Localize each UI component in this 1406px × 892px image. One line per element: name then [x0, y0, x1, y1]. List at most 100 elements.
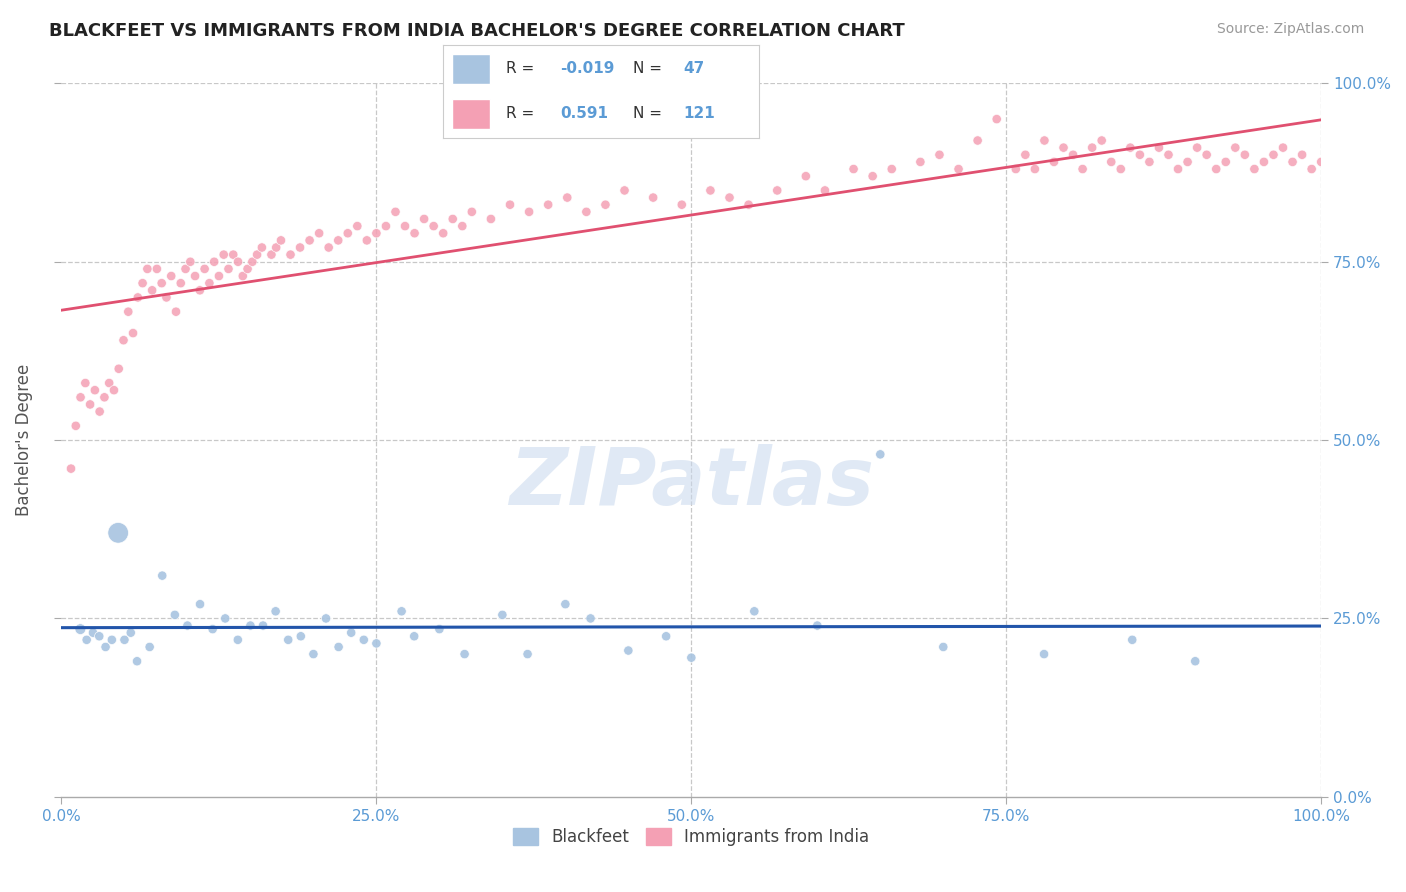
- Point: [555, 190, 578, 204]
- Y-axis label: Bachelor's Degree: Bachelor's Degree: [15, 364, 32, 516]
- Point: [94, 640, 117, 654]
- Point: [391, 604, 413, 618]
- Point: [69, 390, 91, 404]
- Point: [1121, 632, 1143, 647]
- Text: 47: 47: [683, 62, 704, 77]
- Point: [1099, 155, 1122, 169]
- Point: [76, 632, 98, 647]
- Point: [127, 290, 149, 304]
- Point: [681, 650, 703, 665]
- Point: [1215, 155, 1237, 169]
- Point: [643, 190, 665, 204]
- Point: [302, 647, 325, 661]
- Point: [1043, 155, 1066, 169]
- Point: [479, 211, 502, 226]
- Point: [179, 254, 201, 268]
- Point: [277, 632, 299, 647]
- Point: [212, 247, 235, 261]
- Point: [613, 183, 636, 197]
- Point: [328, 233, 350, 247]
- Point: [1024, 162, 1046, 177]
- Point: [89, 629, 111, 643]
- Point: [146, 261, 169, 276]
- Point: [537, 197, 560, 211]
- Point: [232, 268, 254, 283]
- Point: [125, 654, 148, 668]
- Point: [441, 211, 464, 226]
- Point: [218, 261, 240, 276]
- Point: [89, 404, 111, 418]
- Point: [1062, 148, 1084, 162]
- Point: [862, 169, 884, 184]
- Point: [165, 304, 187, 318]
- Legend: Blackfeet, Immigrants from India: Blackfeet, Immigrants from India: [506, 822, 876, 853]
- Point: [208, 268, 231, 283]
- Point: [155, 290, 177, 304]
- Point: [201, 622, 224, 636]
- Point: [131, 276, 153, 290]
- Point: [170, 276, 193, 290]
- Point: [346, 219, 368, 233]
- Point: [83, 383, 105, 397]
- Point: [429, 622, 451, 636]
- Point: [699, 183, 721, 197]
- Point: [1139, 155, 1161, 169]
- Point: [356, 233, 378, 247]
- Point: [595, 197, 617, 211]
- Point: [718, 190, 741, 204]
- Point: [453, 647, 475, 661]
- Text: ZIPatlas: ZIPatlas: [509, 444, 875, 522]
- Point: [107, 361, 129, 376]
- Point: [222, 247, 245, 261]
- Text: N =: N =: [633, 106, 666, 121]
- Point: [226, 254, 249, 268]
- Point: [150, 276, 173, 290]
- Point: [517, 204, 540, 219]
- Point: [374, 219, 396, 233]
- Text: N =: N =: [633, 62, 666, 77]
- Point: [766, 183, 789, 197]
- Point: [744, 604, 766, 618]
- Point: [160, 268, 183, 283]
- Point: [141, 283, 163, 297]
- Point: [1147, 141, 1170, 155]
- Point: [554, 597, 576, 611]
- Point: [264, 604, 287, 618]
- Point: [948, 162, 970, 177]
- Point: [806, 618, 828, 632]
- Point: [461, 204, 484, 219]
- Point: [270, 233, 292, 247]
- Point: [75, 376, 97, 390]
- Point: [432, 226, 454, 240]
- Point: [1033, 647, 1056, 661]
- Point: [1205, 162, 1227, 177]
- Point: [188, 597, 211, 611]
- Point: [1071, 162, 1094, 177]
- Point: [1004, 162, 1026, 177]
- Point: [336, 226, 359, 240]
- Point: [174, 261, 197, 276]
- Point: [986, 112, 1008, 127]
- Point: [910, 155, 932, 169]
- Point: [340, 625, 363, 640]
- Point: [114, 632, 136, 647]
- Point: [176, 618, 198, 632]
- Point: [353, 632, 375, 647]
- Point: [79, 397, 101, 411]
- Point: [1225, 141, 1247, 155]
- Point: [298, 233, 321, 247]
- Point: [198, 276, 221, 290]
- Point: [869, 447, 891, 461]
- Point: [404, 629, 426, 643]
- Point: [239, 618, 262, 632]
- Point: [98, 376, 121, 390]
- Point: [516, 647, 538, 661]
- Point: [1291, 148, 1313, 162]
- Point: [60, 461, 83, 475]
- Point: [1185, 141, 1208, 155]
- Point: [394, 219, 416, 233]
- Point: [1253, 155, 1275, 169]
- Point: [194, 261, 217, 276]
- Point: [1109, 162, 1132, 177]
- Point: [288, 240, 311, 254]
